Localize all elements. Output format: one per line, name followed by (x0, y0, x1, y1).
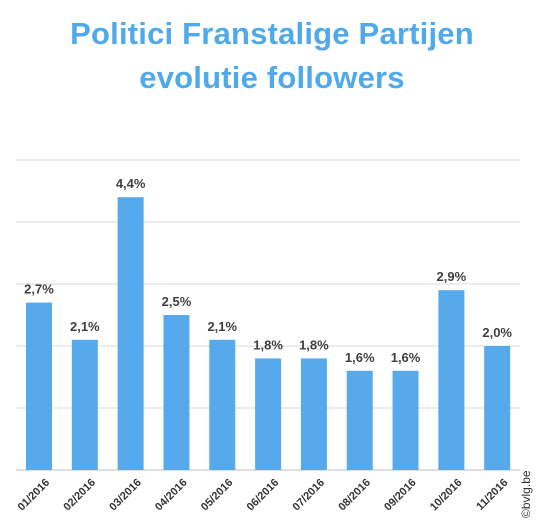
data-label: 1,8% (253, 337, 283, 352)
bar (255, 358, 282, 470)
x-tick-label: 05/2016 (199, 477, 236, 514)
bar (71, 339, 98, 470)
chart-title-line-2: evolutie followers (139, 60, 405, 95)
bar (438, 290, 465, 470)
x-tick-label: 11/2016 (474, 477, 510, 513)
x-tick-label: 03/2016 (107, 477, 144, 514)
x-tick-label: 10/2016 (428, 477, 465, 514)
bar (117, 197, 144, 470)
bar (300, 358, 327, 470)
data-label: 1,8% (299, 337, 329, 352)
bar (484, 346, 511, 470)
data-label: 2,5% (162, 294, 192, 309)
x-tick-label: 08/2016 (336, 477, 373, 514)
data-label: 2,1% (207, 319, 237, 334)
x-tick-label: 01/2016 (16, 477, 53, 514)
bar (209, 339, 236, 470)
data-label: 2,7% (24, 282, 54, 297)
data-label: 4,4% (116, 176, 146, 191)
data-label: 2,0% (482, 325, 512, 340)
watermark: ©bvlg.be (519, 470, 533, 518)
data-label: 2,9% (437, 269, 467, 284)
bar (392, 370, 419, 470)
bar (26, 302, 52, 470)
bar (346, 370, 373, 470)
x-tick-label: 04/2016 (153, 477, 190, 514)
x-tick-label: 07/2016 (291, 477, 328, 514)
data-label: 1,6% (391, 350, 421, 365)
data-label: 1,6% (345, 350, 375, 365)
bar (163, 315, 190, 470)
x-tick-label: 09/2016 (382, 477, 419, 514)
chart-title-line-1: Politici Franstalige Partijen (70, 16, 474, 51)
x-tick-label: 02/2016 (61, 477, 98, 514)
x-tick-label: 06/2016 (245, 477, 282, 514)
data-label: 2,1% (70, 319, 100, 334)
